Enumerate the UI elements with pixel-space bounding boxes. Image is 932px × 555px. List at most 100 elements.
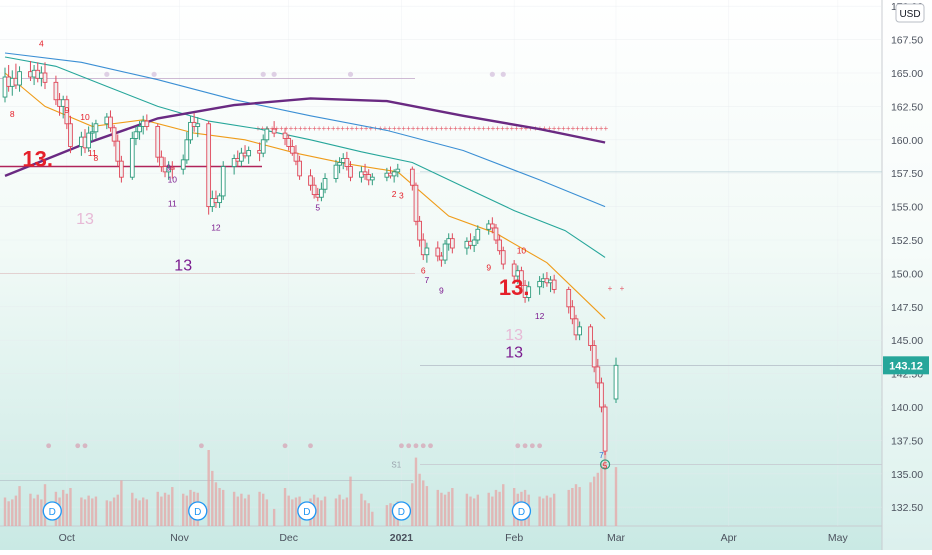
candle-body <box>239 152 244 162</box>
volume-bar <box>596 472 600 526</box>
y-tick-label: 145.00 <box>891 335 923 347</box>
candle-body <box>129 138 135 178</box>
x-tick-label: Feb <box>505 532 523 544</box>
candle-body <box>286 138 292 147</box>
plus-marker: + <box>303 124 308 133</box>
time-axis[interactable]: Oct Nov Dec 2021 Feb Mar Apr May <box>59 532 849 544</box>
candle-body <box>449 238 455 249</box>
dividend-marker[interactable]: D <box>188 501 208 521</box>
dividend-marker[interactable]: D <box>42 501 62 521</box>
dividend-circle <box>188 501 208 521</box>
candle-body <box>570 306 575 320</box>
volume-bar <box>502 484 505 526</box>
last-price-tag <box>883 356 929 375</box>
volume-bar <box>360 493 363 526</box>
plus-marker: + <box>430 124 435 133</box>
level-lines: + + + + + + + + + + + + + + + + + + + + + + + + + + + + + + + + + + + + + + + +… <box>0 77 882 481</box>
marker-dot <box>75 443 81 449</box>
counter-digit: 12 <box>211 223 221 233</box>
plus-marker: + <box>589 124 594 133</box>
volume-bar <box>243 498 247 526</box>
plus-marker: + <box>331 124 336 133</box>
volume-bar <box>258 491 261 526</box>
candle-body <box>169 167 175 170</box>
plus-marker: + <box>345 124 350 133</box>
volume-bar <box>142 497 145 526</box>
last-price-value: 143.12 <box>889 360 923 372</box>
volume-bar <box>567 489 570 526</box>
candle-body <box>93 123 99 133</box>
volume-bar <box>3 497 7 526</box>
dividend-marker[interactable]: D <box>511 501 532 521</box>
counter-digit: 9 <box>486 263 491 273</box>
volume-bar <box>291 499 294 526</box>
volume-bar <box>116 494 119 526</box>
volume-bar <box>236 496 239 526</box>
marker-dot <box>347 71 354 77</box>
plus-marker: + <box>265 124 270 133</box>
volume-bar <box>40 499 43 526</box>
currency-button[interactable]: USD <box>895 3 925 23</box>
dividend-label: D <box>518 507 525 518</box>
counter-digit: 8 <box>94 153 99 163</box>
plus-marker: + <box>608 284 613 293</box>
plus-marker: + <box>585 124 590 133</box>
candle-body <box>599 382 604 408</box>
counter-digit: 11 <box>168 199 177 209</box>
plus-marker: + <box>284 124 289 133</box>
dividend-marker[interactable]: D <box>297 501 317 521</box>
marker-dot <box>260 71 266 77</box>
y-tick-label: 157.50 <box>891 168 923 180</box>
plus-marker: + <box>383 124 388 133</box>
candle-body <box>289 146 295 154</box>
y-tick-label: 140.00 <box>891 402 923 414</box>
x-tick-label: May <box>828 532 849 544</box>
volume-bar <box>83 499 87 526</box>
plus-marker: + <box>364 124 369 133</box>
candle-body <box>42 72 48 83</box>
candle-body <box>297 160 302 177</box>
y-tick-label: 162.50 <box>891 101 923 113</box>
dividend-label: D <box>398 507 405 518</box>
volume-bar <box>447 491 450 526</box>
volume-bar <box>262 493 265 526</box>
plus-marker: + <box>401 124 406 133</box>
volume-bar <box>131 492 134 526</box>
candle-body <box>89 131 95 134</box>
candle-body <box>526 286 532 298</box>
setup-count-13: 13 <box>505 345 523 362</box>
volume-bar <box>494 489 498 526</box>
counter-digit: 3 <box>399 191 404 201</box>
signal-circle <box>599 459 611 470</box>
volume-bar <box>338 494 341 526</box>
volume-bar <box>145 499 149 526</box>
volume-bar <box>120 480 123 526</box>
volume-bar <box>156 491 159 526</box>
volume-bar <box>443 494 447 526</box>
plus-marker: + <box>270 124 275 133</box>
candle-body <box>119 160 124 178</box>
candle-body <box>362 171 368 175</box>
x-tick-label: Apr <box>721 532 738 544</box>
volume-bar <box>578 487 581 526</box>
marker-dot <box>82 443 88 449</box>
candle-body <box>206 123 212 208</box>
candle-body <box>311 184 317 196</box>
candle-body <box>53 81 59 101</box>
volume-bar <box>218 488 221 526</box>
ma-line <box>4 56 606 258</box>
y-tick-label: 152.50 <box>891 235 923 247</box>
dividend-circle <box>297 501 317 521</box>
plus-marker: + <box>312 124 317 133</box>
plus-marker: + <box>354 124 359 133</box>
dividend-marker[interactable]: D <box>391 501 412 521</box>
volume-bar <box>542 498 545 526</box>
volume-bar <box>36 494 39 526</box>
candle-body <box>64 99 70 125</box>
plus-marker: + <box>500 124 505 133</box>
volume-bar <box>163 492 167 526</box>
